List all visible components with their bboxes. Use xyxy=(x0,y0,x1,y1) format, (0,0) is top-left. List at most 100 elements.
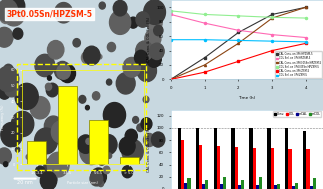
Circle shape xyxy=(125,129,137,143)
Circle shape xyxy=(26,154,31,160)
Bar xyxy=(285,128,288,189)
Text: 3Pt0.05Sn/HPZSM-5: 3Pt0.05Sn/HPZSM-5 xyxy=(7,9,93,19)
Circle shape xyxy=(123,57,141,77)
Circle shape xyxy=(103,103,126,128)
Circle shape xyxy=(21,93,25,98)
Circle shape xyxy=(92,92,100,100)
Y-axis label: CAL Conv. & COL Sel. (%): CAL Conv. & COL Sel. (%) xyxy=(147,127,151,172)
Circle shape xyxy=(90,172,103,186)
Circle shape xyxy=(30,97,50,119)
Circle shape xyxy=(97,155,106,165)
Circle shape xyxy=(57,64,70,79)
Bar xyxy=(313,178,316,189)
Circle shape xyxy=(98,55,102,59)
Circle shape xyxy=(16,147,20,152)
Circle shape xyxy=(35,128,57,154)
Circle shape xyxy=(116,73,135,94)
Circle shape xyxy=(12,111,34,136)
Circle shape xyxy=(79,95,86,103)
Circle shape xyxy=(109,11,131,34)
Circle shape xyxy=(0,0,17,22)
Circle shape xyxy=(81,52,92,64)
Circle shape xyxy=(44,116,62,136)
Bar xyxy=(271,148,274,189)
Circle shape xyxy=(143,96,149,103)
Circle shape xyxy=(0,27,13,47)
Circle shape xyxy=(133,117,139,123)
Bar xyxy=(214,128,217,189)
Circle shape xyxy=(13,28,23,39)
Circle shape xyxy=(99,2,105,9)
Circle shape xyxy=(55,2,73,23)
Circle shape xyxy=(113,0,127,16)
Circle shape xyxy=(141,118,152,130)
Circle shape xyxy=(4,64,13,75)
Bar xyxy=(241,180,244,189)
Bar xyxy=(217,146,220,189)
Bar xyxy=(253,148,256,189)
Bar xyxy=(259,177,262,189)
Circle shape xyxy=(137,60,156,82)
Circle shape xyxy=(1,122,22,147)
Bar xyxy=(277,184,280,189)
Circle shape xyxy=(0,86,10,99)
Bar xyxy=(274,185,277,189)
Circle shape xyxy=(107,43,116,52)
Circle shape xyxy=(51,121,71,143)
Bar xyxy=(307,149,310,189)
Circle shape xyxy=(59,64,76,83)
Bar xyxy=(195,128,199,189)
Circle shape xyxy=(137,67,147,78)
Circle shape xyxy=(144,0,165,24)
Bar xyxy=(295,183,298,189)
Circle shape xyxy=(143,133,155,146)
Circle shape xyxy=(151,132,165,147)
Legend: CAL Conv. on 3Pt/HPZSM-5, COL Sel. on 3Pt/HPZSM-5, CAL Conv. on 3Pt0.05Sn/HPZSM-: CAL Conv. on 3Pt/HPZSM-5, COL Sel. on 3P… xyxy=(275,51,322,78)
Circle shape xyxy=(107,79,112,85)
Circle shape xyxy=(56,125,76,147)
Circle shape xyxy=(86,105,89,110)
Circle shape xyxy=(0,66,19,91)
Circle shape xyxy=(35,54,55,77)
Y-axis label: CAL Conv. & COL Sel. (%): CAL Conv. & COL Sel. (%) xyxy=(147,17,151,62)
Circle shape xyxy=(44,158,61,177)
Circle shape xyxy=(47,152,69,177)
Circle shape xyxy=(122,139,143,163)
Text: 20 nm: 20 nm xyxy=(17,180,33,185)
Bar xyxy=(181,140,184,189)
Bar xyxy=(288,149,292,189)
Circle shape xyxy=(0,148,11,164)
Bar xyxy=(220,184,223,189)
Bar xyxy=(199,145,202,189)
Circle shape xyxy=(47,76,51,80)
Bar xyxy=(232,128,235,189)
Circle shape xyxy=(66,150,72,157)
Circle shape xyxy=(147,51,161,67)
Circle shape xyxy=(83,46,100,65)
Circle shape xyxy=(143,65,153,76)
Circle shape xyxy=(99,135,117,154)
Bar xyxy=(256,185,259,189)
Circle shape xyxy=(119,137,135,155)
Circle shape xyxy=(78,135,94,153)
Circle shape xyxy=(86,138,91,144)
Circle shape xyxy=(66,134,76,146)
Circle shape xyxy=(137,124,144,132)
Circle shape xyxy=(40,172,57,189)
Bar xyxy=(238,185,241,189)
Circle shape xyxy=(6,0,25,17)
Bar xyxy=(205,180,208,189)
Circle shape xyxy=(145,29,161,48)
Bar xyxy=(310,186,313,189)
Circle shape xyxy=(0,10,12,24)
Circle shape xyxy=(36,166,45,176)
Circle shape xyxy=(134,50,147,65)
Bar xyxy=(235,147,238,189)
Circle shape xyxy=(150,43,164,60)
Circle shape xyxy=(5,81,19,97)
X-axis label: Time (h): Time (h) xyxy=(238,96,255,100)
Circle shape xyxy=(80,139,103,165)
Circle shape xyxy=(122,166,133,178)
Circle shape xyxy=(147,14,162,32)
Bar xyxy=(267,128,271,189)
